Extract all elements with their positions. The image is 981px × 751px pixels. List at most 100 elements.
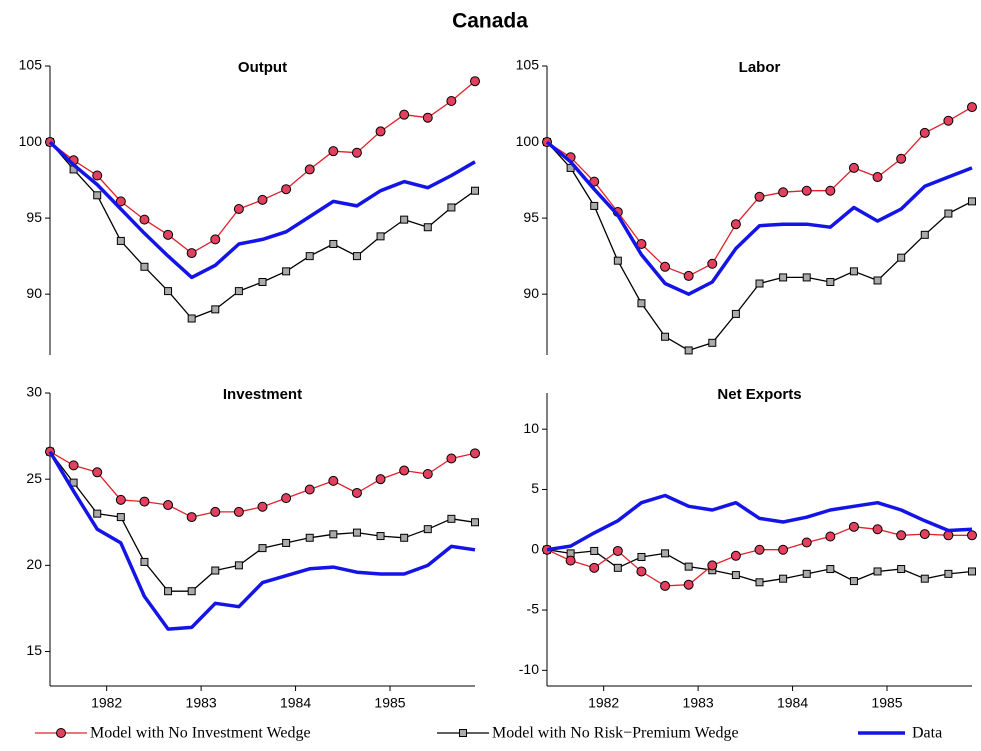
data-point — [897, 565, 906, 574]
data-point — [708, 338, 717, 347]
data-point — [755, 279, 764, 288]
y-tick-label: 90 — [523, 285, 539, 301]
data-point — [258, 277, 267, 286]
data-point — [730, 219, 741, 230]
data-point — [612, 545, 623, 556]
data-point — [139, 214, 150, 225]
data-point — [661, 332, 670, 341]
data-point — [186, 512, 197, 523]
data-point — [164, 287, 173, 296]
data-point — [848, 521, 859, 532]
data-point — [423, 223, 432, 232]
data-point — [683, 270, 694, 281]
data-point — [470, 76, 480, 87]
data-point — [352, 528, 361, 537]
data-point — [944, 569, 953, 578]
data-point — [968, 567, 976, 576]
data-point — [234, 287, 243, 296]
data-point — [919, 529, 930, 540]
data-point — [257, 194, 268, 205]
data-point — [211, 566, 220, 575]
data-point — [920, 574, 929, 583]
legend-label: Model with No Investment Wedge — [90, 725, 311, 742]
data-point — [376, 532, 385, 541]
data-point — [565, 555, 576, 566]
data-point — [375, 126, 386, 137]
y-tick-label: 105 — [19, 57, 43, 73]
data-point — [140, 262, 149, 271]
data-point — [826, 277, 835, 286]
data-point — [779, 273, 788, 282]
data-point — [305, 533, 314, 542]
data-point — [233, 203, 244, 214]
data-point — [731, 571, 740, 580]
series-line — [546, 493, 973, 552]
data-point — [778, 187, 789, 198]
panel-title: Net Exports — [717, 386, 801, 403]
data-point — [470, 448, 480, 459]
x-tick-label: 1982 — [91, 695, 122, 711]
data-point — [920, 230, 929, 239]
data-point — [210, 234, 221, 245]
panel-title: Labor — [739, 59, 781, 76]
data-point — [304, 164, 315, 175]
data-point — [234, 561, 243, 570]
data-point — [399, 109, 410, 120]
data-point — [68, 460, 79, 471]
data-point — [328, 146, 339, 157]
data-point — [187, 587, 196, 596]
data-point — [873, 276, 882, 285]
data-point — [637, 552, 646, 561]
figure-title: Canada — [452, 10, 528, 33]
data-point — [422, 112, 433, 123]
data-point — [872, 172, 883, 183]
data-point — [115, 196, 126, 207]
series-line — [48, 450, 476, 631]
data-point — [471, 518, 479, 527]
data-point — [352, 252, 361, 261]
y-tick-label: 0 — [531, 540, 539, 556]
data-point — [897, 253, 906, 262]
x-tick-label: 1985 — [871, 695, 902, 711]
data-point — [115, 494, 126, 505]
data-point — [590, 546, 599, 555]
y-tick-label: 25 — [26, 470, 42, 486]
y-tick-label: 95 — [26, 209, 42, 225]
data-point — [399, 465, 410, 476]
series-line — [49, 141, 476, 320]
data-point — [400, 215, 409, 224]
y-tick-label: 30 — [26, 384, 42, 400]
data-point — [589, 562, 600, 573]
data-point — [93, 191, 102, 200]
data-point — [661, 549, 670, 558]
x-tick-label: 1985 — [374, 695, 405, 711]
data-point — [872, 524, 883, 535]
x-tick-label: 1984 — [777, 695, 808, 711]
data-point — [116, 513, 125, 522]
legend-label: Data — [912, 725, 942, 742]
data-point — [93, 509, 102, 518]
panel-title: Investment — [223, 386, 302, 403]
x-tick-label: 1983 — [683, 695, 714, 711]
y-tick-label: 15 — [26, 642, 42, 658]
data-point — [778, 544, 789, 555]
data-point — [139, 496, 150, 507]
data-point — [187, 314, 196, 323]
x-tick-label: 1983 — [186, 695, 217, 711]
data-point — [400, 533, 409, 542]
y-tick-label: 10 — [523, 420, 539, 436]
data-point — [328, 475, 339, 486]
data-point — [660, 261, 671, 272]
data-point — [471, 186, 479, 195]
data-point — [968, 197, 976, 206]
data-point — [802, 569, 811, 578]
data-point — [684, 346, 693, 355]
data-point — [801, 185, 812, 196]
data-point — [873, 567, 882, 576]
data-point — [730, 550, 741, 561]
data-point — [683, 579, 694, 590]
data-point — [140, 557, 149, 566]
data-point — [849, 267, 858, 276]
data-point — [660, 580, 671, 591]
